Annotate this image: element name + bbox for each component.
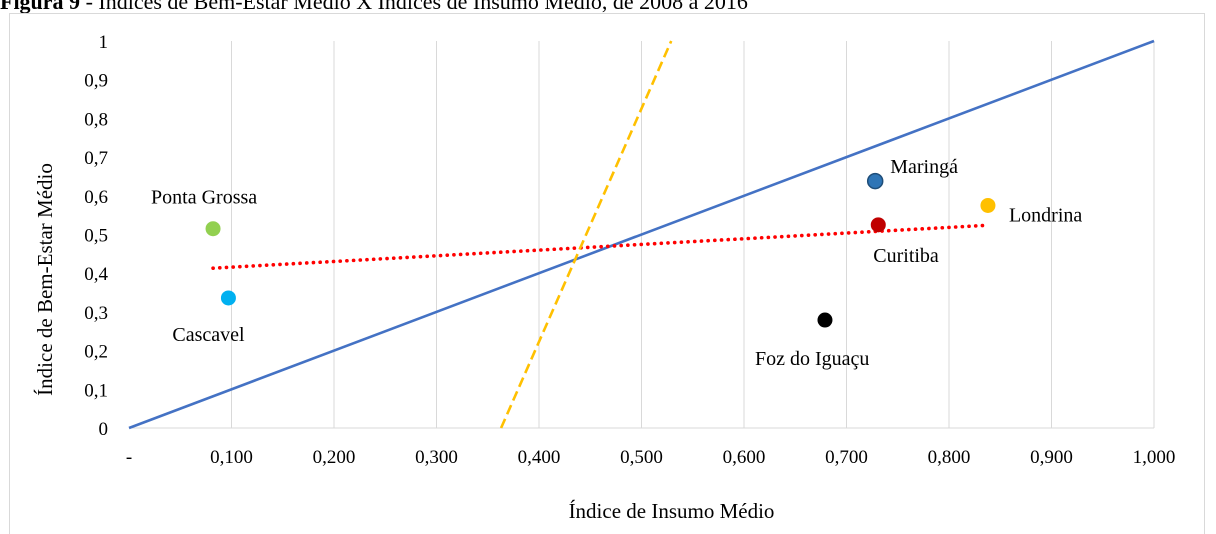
x-tick-label: 0,700 (825, 447, 868, 468)
data-point (817, 312, 833, 328)
data-point (980, 197, 996, 213)
point-label: Londrina (1009, 204, 1082, 226)
steep-line (499, 40, 673, 429)
trend-line (211, 223, 990, 270)
grid-lines (231, 41, 1155, 428)
chart-frame (9, 13, 1205, 534)
y-tick-label: 0 (99, 419, 109, 440)
point-label: Curitiba (873, 245, 939, 267)
data-points (205, 172, 996, 328)
x-tick-label: 0,900 (1030, 447, 1073, 468)
y-tick-label: 0,3 (84, 303, 108, 324)
point-labels: Ponta Grossa Cascavel Maringá Londrina Curit… (151, 156, 1082, 370)
x-axis-title: Índice de Insumo Médio (569, 499, 775, 523)
x-tick-label: 0,300 (415, 447, 458, 468)
y-tick-label: 0,1 (84, 380, 108, 401)
diagonal-line (128, 39, 1155, 430)
point-label: Maringá (890, 156, 958, 178)
y-tick-label: 0,2 (84, 342, 108, 363)
y-tick-label: 0,8 (84, 109, 108, 130)
x-tick-label: - (126, 447, 132, 468)
data-point (220, 290, 236, 306)
x-tick-label: 0,400 (518, 447, 561, 468)
reference-lines (128, 39, 1155, 430)
x-tick-label: 0,100 (210, 447, 253, 468)
data-point (870, 217, 886, 233)
figure-caption: - Índices de Bem-Estar Médio X Índices d… (80, 0, 748, 14)
figure-number: Figura 9 (0, 0, 81, 14)
y-tick-labels: 0 0,1 0,2 0,3 0,4 0,5 0,6 0,7 0,8 0,9 1 (84, 32, 108, 440)
y-axis-title: Índice de Bem-Estar Médio (33, 163, 57, 396)
y-tick-label: 0,4 (84, 264, 108, 285)
x-tick-label: 0,600 (723, 447, 766, 468)
figure-title: Figura 9 - Índices de Bem-Estar Médio X … (0, 0, 748, 14)
y-tick-label: 0,6 (84, 187, 108, 208)
x-tick-label: 0,800 (928, 447, 971, 468)
y-tick-label: 0,7 (84, 148, 108, 169)
data-point (866, 172, 884, 190)
y-tick-label: 1 (99, 32, 109, 53)
point-label: Cascavel (172, 324, 245, 346)
data-point (205, 221, 221, 237)
x-tick-label: 0,200 (313, 447, 356, 468)
x-tick-labels: - 0,100 0,200 0,300 0,400 0,500 0,600 0,700 0,80… (126, 447, 1176, 468)
x-tick-label: 1,000 (1133, 447, 1176, 468)
point-label: Foz do Iguaçu (755, 348, 869, 370)
point-label: Ponta Grossa (151, 187, 257, 209)
y-tick-label: 0,9 (84, 71, 108, 92)
y-tick-label: 0,5 (84, 226, 108, 247)
x-tick-label: 0,500 (620, 447, 663, 468)
